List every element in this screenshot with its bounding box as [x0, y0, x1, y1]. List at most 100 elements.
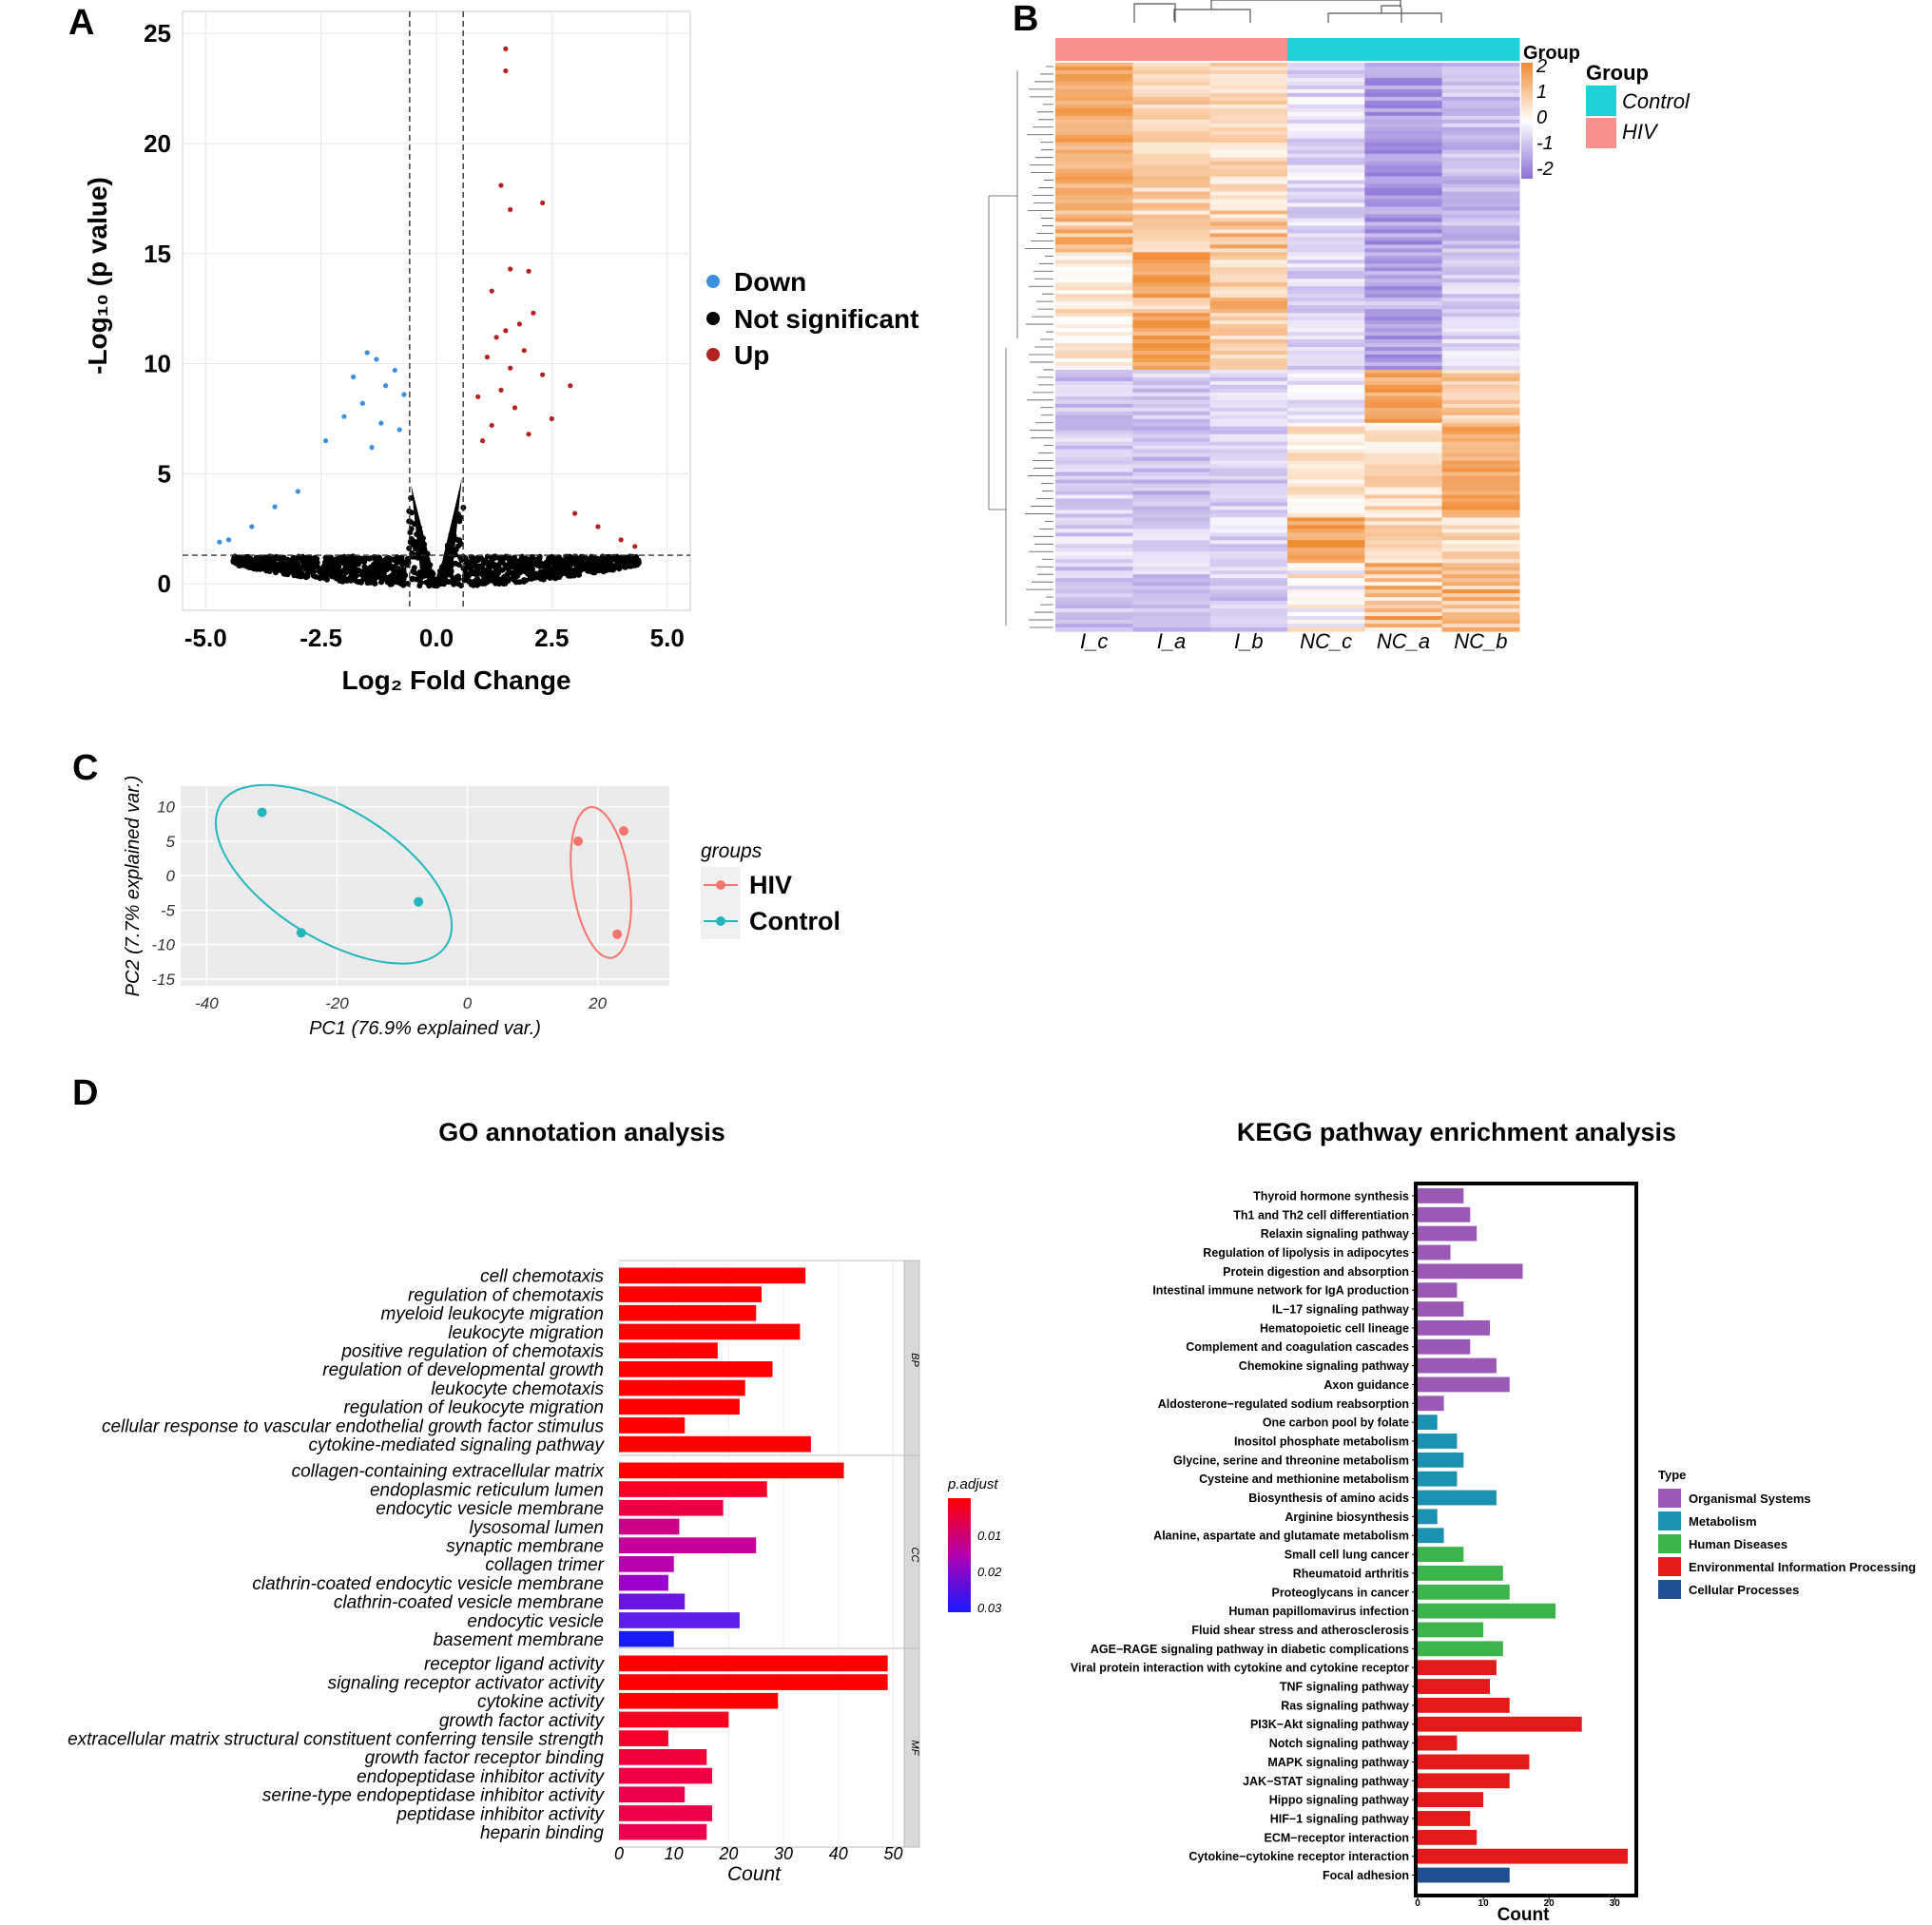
heatmap-cell [1441, 202, 1520, 208]
heatmap-cell [1132, 593, 1211, 598]
heatmap-cell [1209, 620, 1288, 625]
heatmap-cell [1441, 328, 1520, 333]
go-term-label: leukocyte migration [448, 1323, 604, 1343]
heatmap-cell [1055, 153, 1133, 159]
heatmap-cell [1209, 138, 1288, 144]
pca-x-axis-label: PC1 (76.9% explained var.) [309, 1018, 541, 1039]
heatmap-cell [1364, 441, 1443, 447]
heatmap-cell [1441, 456, 1520, 462]
heatmap-cell [1132, 357, 1211, 363]
volcano-x-tick-label: 5.0 [650, 624, 685, 652]
heatmap-cell [1364, 317, 1443, 321]
heatmap-cell [1287, 339, 1365, 344]
volcano-up-point [508, 365, 513, 371]
heatmap-cell [1132, 494, 1211, 500]
heatmap-cell [1209, 244, 1288, 249]
heatmap-cell [1055, 206, 1133, 212]
heatmap-cell [1441, 536, 1520, 541]
heatmap-cell [1364, 521, 1443, 526]
heatmap-cell [1287, 347, 1365, 352]
go-bar [619, 1805, 713, 1821]
heatmap-cell [1364, 164, 1443, 170]
heatmap-cell [1287, 452, 1365, 458]
heatmap-cell [1287, 589, 1365, 594]
heatmap-cell [1209, 130, 1288, 136]
heatmap-cell [1132, 267, 1211, 272]
heatmap-cell [1287, 411, 1365, 416]
heatmap-cell [1055, 100, 1133, 106]
kegg-pathway-label: Arginine biosynthesis [1285, 1511, 1409, 1524]
heatmap-cell [1055, 407, 1133, 413]
heatmap-cell [1055, 510, 1133, 515]
heatmap-cell [1287, 317, 1365, 321]
heatmap-cell [1055, 161, 1133, 166]
heatmap-cell [1287, 517, 1365, 522]
heatmap-cell [1209, 513, 1288, 518]
volcano-down-point [364, 350, 370, 356]
heatmap-cell [1364, 373, 1443, 378]
heatmap-cell [1441, 69, 1520, 75]
heatmap-cell [1055, 256, 1133, 260]
heatmap-cell [1287, 210, 1365, 216]
volcano-up-point [540, 372, 546, 377]
kegg-bar [1418, 1622, 1484, 1638]
heatmap-cell [1132, 589, 1211, 594]
heatmap-cell [1364, 180, 1443, 185]
heatmap-cell [1287, 130, 1365, 136]
heatmap-cell [1287, 620, 1365, 625]
heatmap-scale-tick-label: -2 [1536, 159, 1554, 180]
heatmap-cell [1132, 513, 1211, 518]
heatmap-cell [1055, 563, 1133, 568]
heatmap-cell [1132, 414, 1211, 420]
heatmap-cell [1132, 309, 1211, 314]
heatmap-cell [1209, 104, 1288, 109]
heatmap-cell [1209, 225, 1288, 231]
kegg-bar [1418, 1244, 1451, 1261]
heatmap-cell [1132, 433, 1211, 439]
heatmap-cell [1209, 187, 1288, 193]
volcano-up-point [484, 355, 490, 360]
kegg-bar [1418, 1415, 1438, 1431]
heatmap-cell [1441, 324, 1520, 329]
kegg-pathway-label: Regulation of lipolysis in adipocytes [1203, 1246, 1409, 1260]
heatmap-cell [1055, 286, 1133, 291]
heatmap-cell [1441, 574, 1520, 579]
heatmap-cell [1441, 309, 1520, 314]
kegg-pathway-label: Axon guidance [1323, 1378, 1409, 1392]
heatmap-cell [1441, 85, 1520, 90]
heatmap-cell [1055, 487, 1133, 492]
heatmap-cell [1055, 237, 1133, 241]
heatmap-cell [1055, 88, 1133, 94]
heatmap-cell [1055, 521, 1133, 526]
kegg-legend-swatch [1658, 1511, 1681, 1530]
heatmap-cell [1132, 260, 1211, 264]
kegg-bar [1418, 1490, 1497, 1506]
heatmap-cell [1055, 540, 1133, 545]
heatmap-cell [1287, 256, 1365, 260]
heatmap-cell [1132, 275, 1211, 279]
heatmap-cell [1132, 126, 1211, 132]
heatmap-cell [1132, 608, 1211, 613]
heatmap-cell [1364, 498, 1443, 504]
volcano-down-point [359, 400, 365, 406]
heatmap-cell [1287, 111, 1365, 117]
heatmap-cell [1364, 225, 1443, 231]
heatmap-cell [1132, 244, 1211, 249]
heatmap-cell [1441, 320, 1520, 325]
heatmap-cell [1441, 472, 1520, 477]
heatmap-cell [1209, 548, 1288, 552]
go-bar [619, 1674, 888, 1690]
heatmap-cell [1055, 172, 1133, 178]
kegg-x-tick-label: 0 [1415, 1898, 1420, 1909]
heatmap-cell [1132, 627, 1211, 632]
heatmap-cell [1055, 347, 1133, 352]
pca-x-tick-label: -20 [325, 994, 349, 1012]
volcano-x-tick-label: -5.0 [184, 624, 227, 652]
heatmap-cell [1209, 441, 1288, 447]
heatmap-cell [1364, 414, 1443, 420]
heatmap-cell [1287, 593, 1365, 598]
heatmap-cell [1441, 130, 1520, 136]
heatmap-cell [1441, 225, 1520, 231]
heatmap-cell [1364, 252, 1443, 257]
